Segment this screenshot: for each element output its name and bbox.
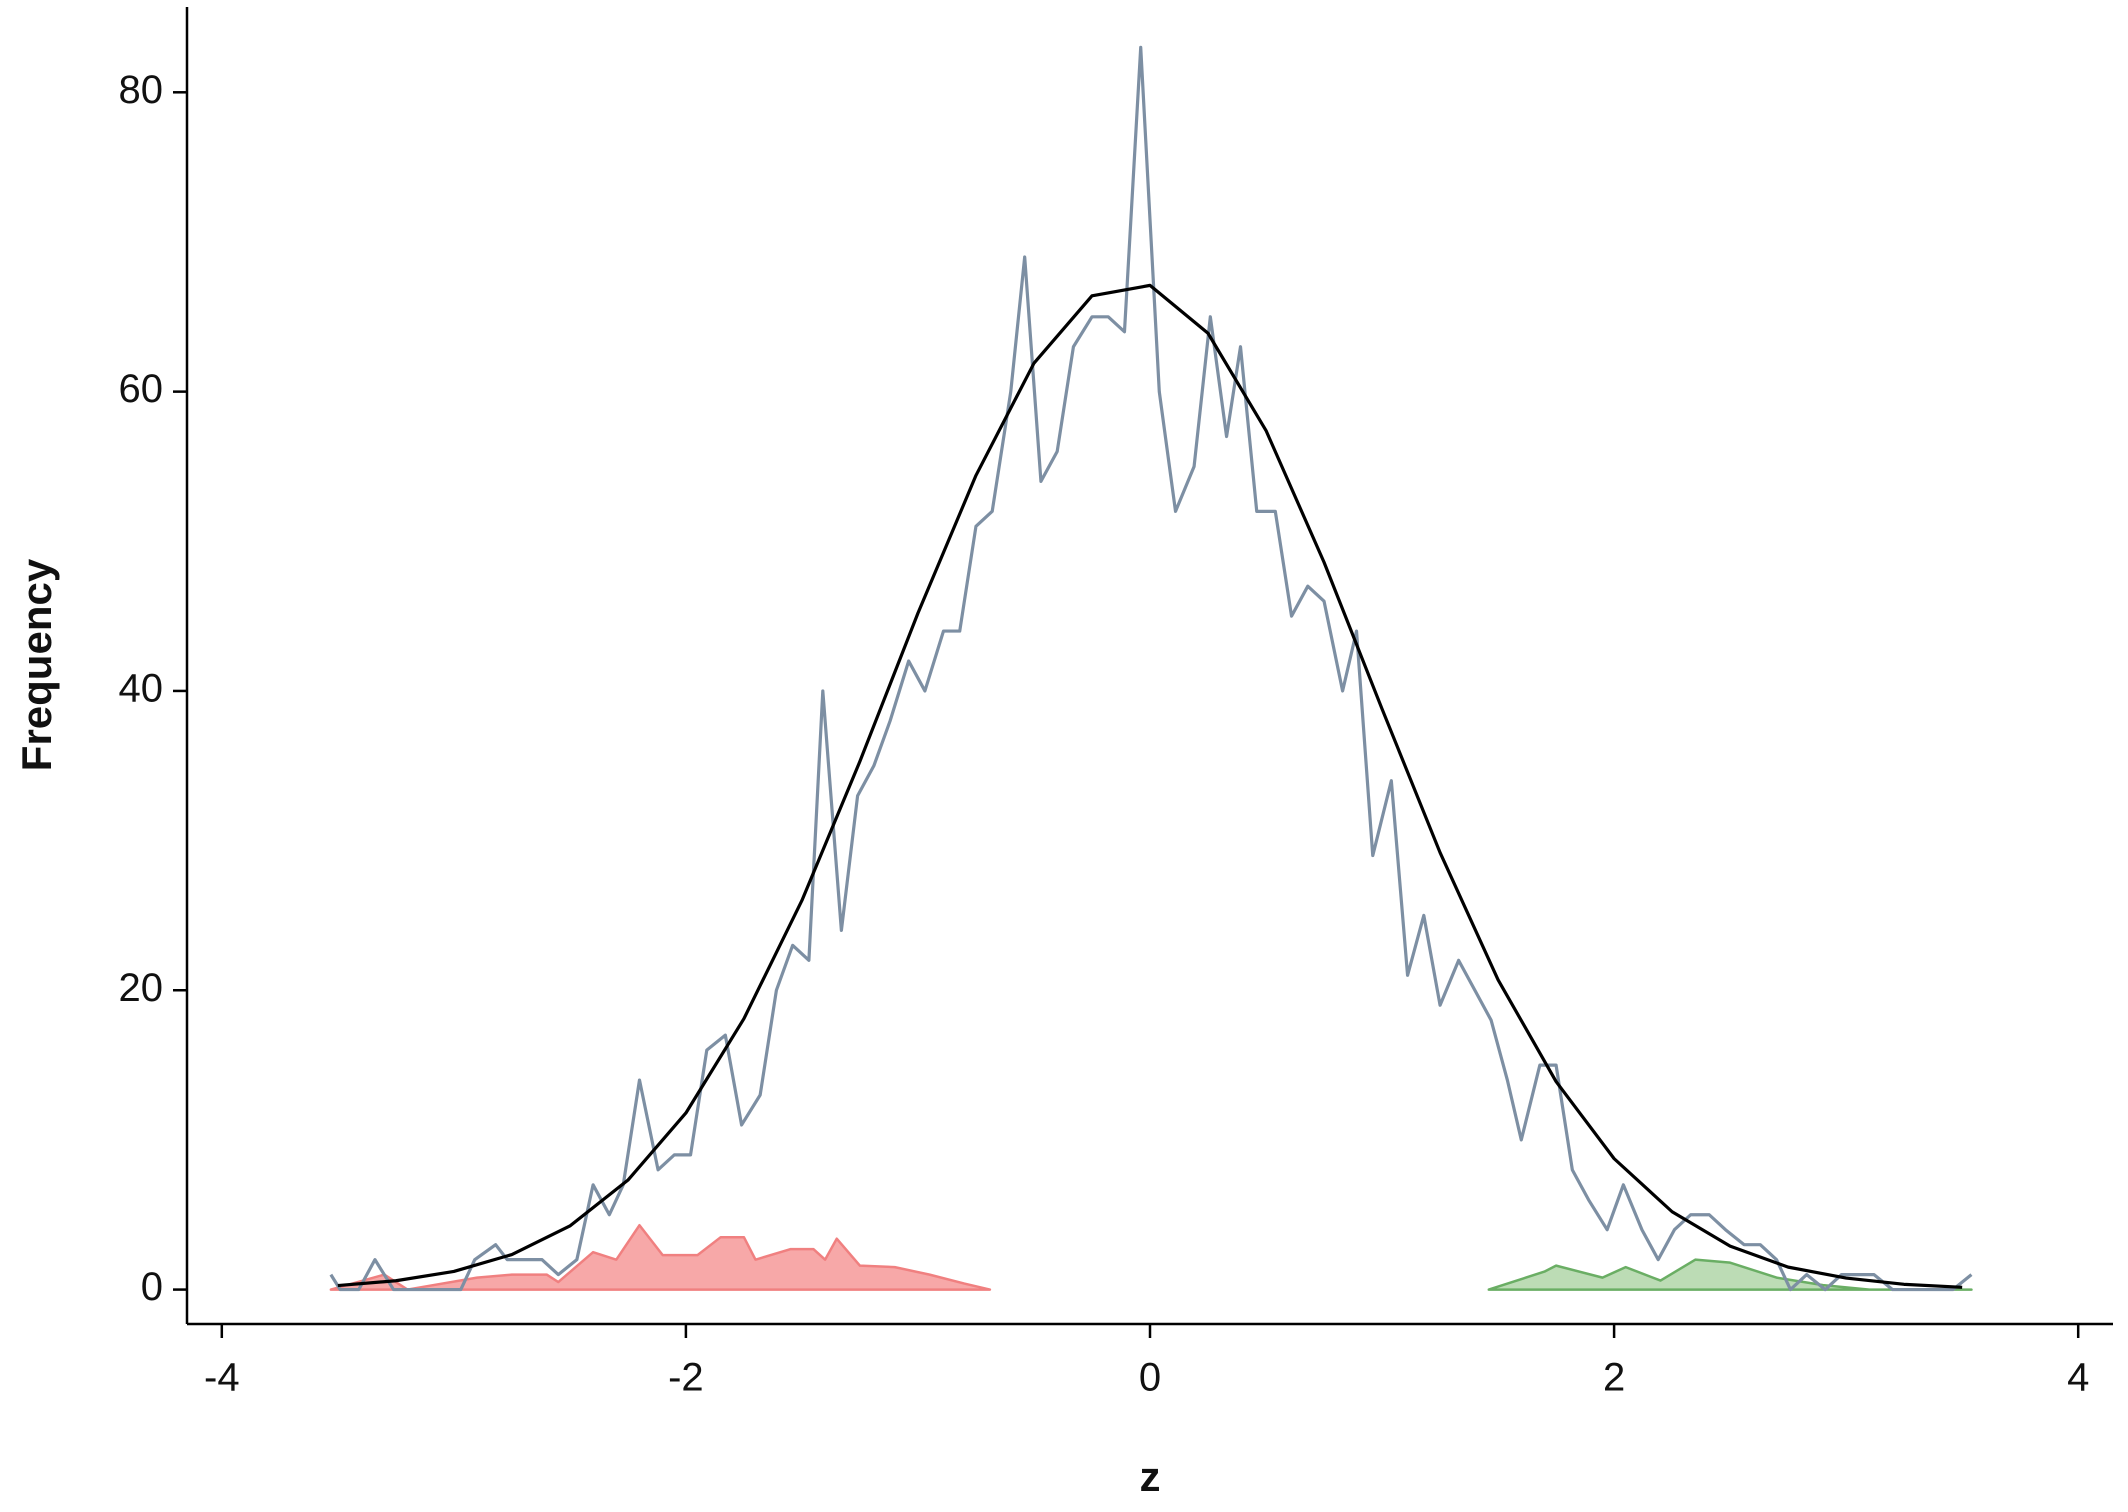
y-axis-title: Frequency — [13, 558, 60, 771]
x-tick-label: -4 — [204, 1356, 240, 1400]
y-tick-label: 0 — [141, 1265, 163, 1309]
area — [329, 1223, 992, 1291]
x-tick-label: -2 — [668, 1356, 704, 1400]
y-tick-label: 20 — [119, 966, 164, 1010]
line — [329, 45, 1973, 1292]
x-tick-label: 2 — [1603, 1356, 1625, 1400]
x-tick-label: 4 — [2067, 1356, 2089, 1400]
area — [1487, 1258, 1973, 1291]
x-axis-title: z — [1140, 1453, 1161, 1500]
x-tick-label: 0 — [1139, 1356, 1161, 1400]
line — [337, 283, 1963, 1289]
y-tick-label: 80 — [119, 68, 164, 112]
y-tick-label: 60 — [119, 367, 164, 411]
y-tick-label: 40 — [119, 667, 164, 711]
